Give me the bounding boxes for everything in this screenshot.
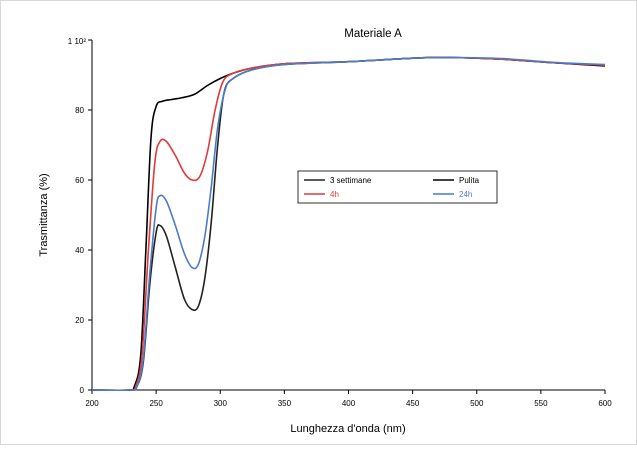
legend-label-3-settimane: 3 settimane bbox=[330, 176, 372, 185]
x-tick-label: 200 bbox=[85, 399, 99, 408]
y-tick-label: 40 bbox=[75, 246, 84, 255]
x-ticks: 200 250 300 350 400 450 500 550 600 bbox=[85, 390, 612, 408]
series-layer bbox=[91, 56, 606, 392]
y-tick-label: 20 bbox=[75, 316, 84, 325]
legend-box bbox=[297, 170, 498, 204]
series-line-24h bbox=[91, 56, 606, 392]
x-tick-label: 500 bbox=[470, 399, 484, 408]
x-axis-label: Lunghezza d'onda (nm) bbox=[290, 423, 405, 435]
y-ticks: 0 20 40 60 80 bbox=[75, 39, 92, 395]
y-axis-label: Trasmittanza (%) bbox=[38, 173, 50, 256]
y-tick-label: 60 bbox=[75, 176, 84, 185]
legend-label-24h: 24h bbox=[459, 190, 472, 199]
legend-label-pulita: Pulita bbox=[459, 176, 480, 185]
legend-label-4h: 4h bbox=[330, 190, 339, 199]
y-tick-label: 0 bbox=[80, 386, 85, 395]
chart-title: Materiale A bbox=[344, 28, 402, 40]
x-tick-label: 400 bbox=[342, 399, 356, 408]
x-tick-label: 300 bbox=[214, 399, 228, 408]
x-tick-label: 250 bbox=[149, 399, 163, 408]
x-tick-label: 600 bbox=[598, 399, 612, 408]
x-tick-label: 350 bbox=[278, 399, 292, 408]
y-top-label: 1 10² bbox=[68, 37, 87, 46]
x-tick-label: 450 bbox=[406, 399, 420, 408]
x-tick-label: 550 bbox=[534, 399, 548, 408]
legend: 3 settimane Pulita 4h 24h bbox=[297, 170, 498, 204]
y-tick-label: 80 bbox=[75, 106, 84, 115]
